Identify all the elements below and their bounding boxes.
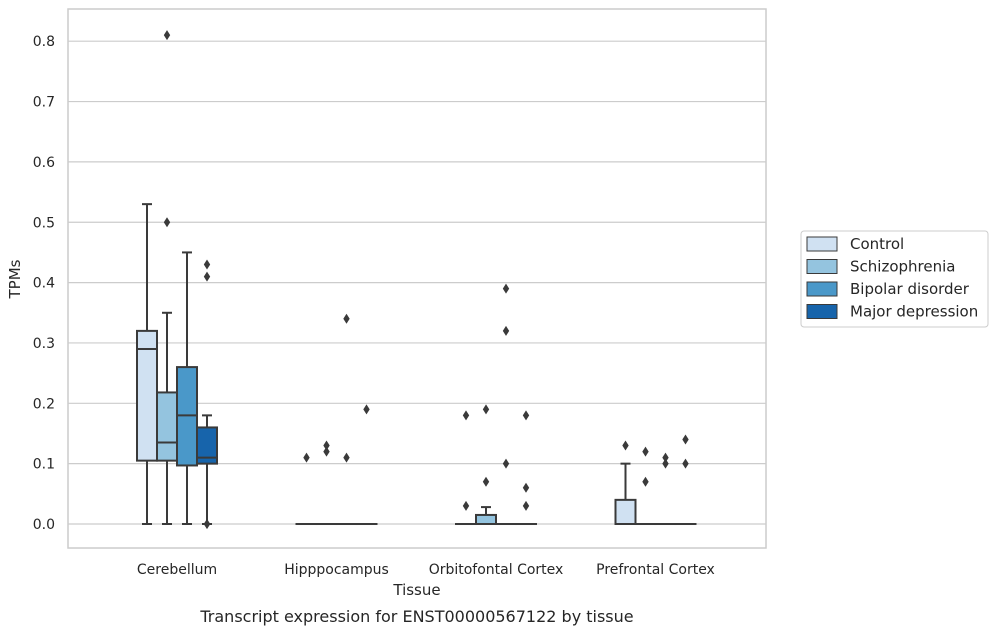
box-group (335, 313, 358, 526)
legend-label: Bipolar disorder (850, 280, 970, 298)
box-layer (136, 30, 697, 529)
outlier-point (662, 452, 669, 463)
box-group (634, 446, 657, 526)
y-tick-label: 0.5 (33, 215, 55, 231)
outlier-point (203, 519, 211, 529)
outlier-point (502, 458, 510, 469)
x-tick-label: Cerebellum (137, 562, 217, 578)
chart-caption: Transcript expression for ENST0000056712… (199, 607, 633, 626)
box-group (176, 251, 198, 525)
outlier-point (462, 410, 470, 421)
box-iqr (475, 513, 497, 526)
outlier-point (522, 482, 530, 493)
legend-swatch (806, 304, 838, 319)
outlier-point (502, 325, 510, 336)
outlier-point (343, 452, 350, 463)
legend-swatch (806, 259, 838, 274)
box-iqr (196, 426, 218, 465)
y-tick-label: 0.6 (33, 155, 55, 171)
x-axis-label: Tissue (392, 581, 440, 599)
outlier-point (163, 217, 171, 228)
outlier-point (482, 476, 490, 487)
legend-label: Schizophrenia (850, 258, 955, 276)
outlier-point (662, 458, 669, 469)
y-tick-label: 0.8 (33, 34, 55, 50)
x-tick-label: Prefrontal Cortex (596, 562, 715, 578)
box-group (515, 410, 537, 526)
outlier-point (462, 500, 470, 511)
legend: Control Schizophrenia Bipolar disorder Majo… (800, 230, 989, 328)
outlier-point (343, 313, 350, 324)
outlier-point (502, 283, 510, 294)
outlier-point (163, 30, 171, 41)
legend-swatch (806, 281, 838, 297)
box-group (674, 434, 697, 526)
outlier-point (622, 440, 629, 451)
outlier-point (482, 404, 490, 415)
y-tick-label: 0.7 (33, 95, 55, 111)
y-tick-label: 0.3 (33, 336, 55, 352)
box-group (196, 259, 218, 529)
box-group (455, 410, 477, 526)
outlier-point (363, 404, 370, 415)
y-tick-label: 0.0 (33, 517, 55, 533)
y-tick-label: 0.4 (33, 276, 55, 292)
outlier-point (642, 476, 649, 487)
box-iqr (614, 498, 637, 525)
outlier-point (682, 458, 689, 469)
legend-label: Control (850, 235, 904, 253)
box-iqr (136, 329, 158, 462)
box-group (614, 440, 637, 525)
x-tick-label: Hipppocampus (284, 562, 389, 578)
outlier-point (203, 259, 211, 270)
outlier-point (323, 446, 330, 457)
y-tick-label: 0.2 (33, 396, 55, 412)
outlier-point (682, 434, 689, 445)
outlier-point (203, 271, 211, 282)
box-group (156, 30, 178, 525)
y-tick-label: 0.1 (33, 457, 55, 473)
plot-frame (67, 8, 767, 549)
outlier-point (522, 410, 530, 421)
legend-frame (800, 230, 989, 328)
x-tick-label: Orbitofontal Cortex (429, 562, 564, 578)
box-group (315, 440, 338, 526)
legend-swatch (806, 236, 838, 252)
outlier-point (522, 500, 530, 511)
box-group (475, 404, 497, 526)
y-axis-ticks: 0.0 0.1 0.2 0.3 0.4 0.5 0.6 0.7 0.8 (33, 34, 55, 533)
x-axis-ticks: Cerebellum Hipppocampus Orbitofontal Corte… (137, 562, 715, 578)
outlier-point (323, 440, 330, 451)
y-axis-label: TPMs (6, 259, 24, 299)
box-group (136, 203, 158, 525)
box-group (355, 404, 378, 526)
box-iqr (156, 391, 178, 462)
legend-label: Major depression (850, 303, 978, 321)
outlier-point (303, 452, 310, 463)
outlier-point (642, 446, 649, 457)
